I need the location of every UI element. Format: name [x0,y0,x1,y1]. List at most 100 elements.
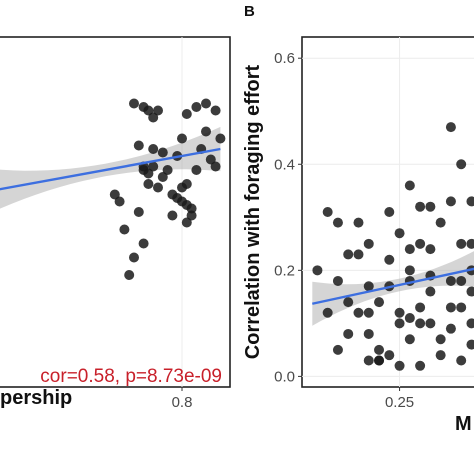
scatter-point [456,302,467,313]
scatter-point [425,244,436,255]
scatter-point [425,286,436,297]
scatter-point [343,328,354,339]
scatter-point [415,302,426,313]
scatter-point [129,252,139,263]
scatter-point [177,133,187,144]
panel-a-confidence-band [0,126,221,209]
scatter-point [124,270,135,280]
scatter-point [363,307,374,318]
scatter-point [210,161,221,172]
scatter-point [425,318,436,329]
scatter-point [425,201,436,212]
scatter-point [415,201,426,212]
scatter-point [138,165,149,175]
scatter-point [435,350,446,361]
scatter-point [129,98,139,109]
scatter-point [394,307,405,318]
scatter-point [435,334,446,345]
scatter-point [332,344,343,355]
panel-a-points [109,98,226,280]
scatter-point [148,144,159,154]
scatter-point [456,275,467,286]
scatter-point [415,360,426,371]
scatter-point [148,161,159,172]
panel-a-x-axis-title: pership [0,387,72,409]
scatter-point [181,109,192,119]
scatter-point [322,307,333,318]
scatter-point [322,207,333,217]
scatter-point [133,140,144,151]
panel-b-points [312,122,474,371]
scatter-point [210,105,221,116]
x-tick-label: 0.8 [172,394,193,411]
scatter-point [363,281,374,292]
scatter-point [445,122,456,133]
scatter-point [191,165,202,175]
scatter-point [332,275,343,286]
y-tick-label: 0.2 [274,262,295,279]
scatter-point [167,189,178,200]
panel-b-x-ticks: 0.25 [385,387,414,411]
scatter-point [404,180,415,191]
scatter-point [456,355,467,366]
scatter-point [363,328,374,339]
panel-b-y-axis-title: Correlation with foraging effort [242,64,264,359]
scatter-point [456,159,467,170]
scatter-point [374,355,385,366]
scatter-point [205,154,216,165]
y-tick-label: 0.4 [274,156,295,173]
scatter-point [133,207,144,217]
scatter-point [415,238,426,249]
panel-a-annotation: cor=0.58, p=8.73e-09 [40,366,222,387]
scatter-point [215,133,226,144]
scatter-point [177,182,187,193]
y-tick-label: 0.0 [274,368,295,385]
panel-b-label: B [244,3,255,20]
scatter-point [445,275,456,286]
panel-b-grid [302,37,474,387]
scatter-point [332,217,343,228]
scatter-point [143,105,154,116]
panel-b: B 0.0 0.2 0.4 0.6 0.25 Correlation with for… [242,3,474,435]
scatter-point [466,238,474,249]
scatter-point [157,147,168,158]
scatter-point [394,360,405,371]
scatter-point [445,302,456,313]
panel-a-x-ticks: 0.8 [172,387,193,411]
scatter-point [466,286,474,297]
panel-a-fit-line [0,147,221,191]
panel-b-x-axis-title: M [455,413,472,435]
scatter-point [201,98,211,109]
scatter-point [415,318,426,329]
scatter-point [109,189,120,200]
scatter-point [363,238,374,249]
scatter-point [143,179,154,189]
scatter-point [119,224,130,235]
scatter-point [186,210,197,221]
scatter-point [394,318,405,329]
scatter-point [363,355,374,366]
scatter-point [404,244,415,255]
scatter-point [138,238,149,249]
panel-a-border [0,36,231,388]
scatter-point [394,228,405,239]
scatter-point [466,318,474,329]
scatter-point [374,344,385,355]
scatter-point [384,254,395,265]
scatter-point [353,307,364,318]
scatter-point [343,297,354,308]
scatter-point [445,323,456,334]
scatter-point [312,265,323,276]
scatter-point [404,334,415,345]
scatter-point [162,165,173,175]
scatter-point [181,200,192,210]
scatter-point [153,105,163,116]
scatter-point [181,217,192,228]
scatter-point [353,249,364,260]
panel-b-y-ticks: 0.0 0.2 0.4 0.6 [274,50,302,385]
scatter-point [148,112,159,123]
panel-b-border [301,36,474,388]
scatter-point [435,217,446,228]
scatter-point [466,196,474,207]
